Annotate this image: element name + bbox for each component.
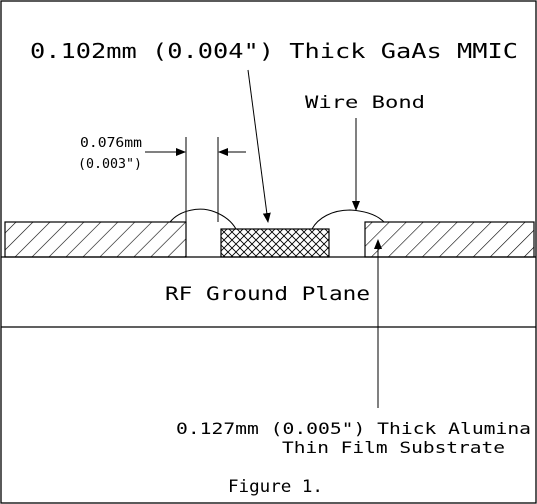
mmic-leader <box>247 69 271 223</box>
wire-bond-label: Wire Bond <box>305 93 425 113</box>
mmic-chip <box>220 228 330 258</box>
substrate-left <box>4 221 187 258</box>
wire-bond-right <box>311 209 385 230</box>
gap-mm-label: 0.076mm <box>80 136 142 151</box>
ground-plane-label: RF Ground Plane <box>165 283 370 305</box>
gap-in-label: (0.003") <box>78 157 142 172</box>
substrate-label-line2: Thin Film Substrate <box>282 438 505 457</box>
substrate-label-line1: 0.127mm (0.005") Thick Alumina <box>176 419 531 438</box>
wire-bond-left <box>169 208 237 230</box>
mmic-label: 0.102mm (0.004") Thick GaAs MMIC <box>30 39 518 63</box>
substrate-right <box>364 221 535 258</box>
figure-caption: Figure 1. <box>228 477 323 497</box>
